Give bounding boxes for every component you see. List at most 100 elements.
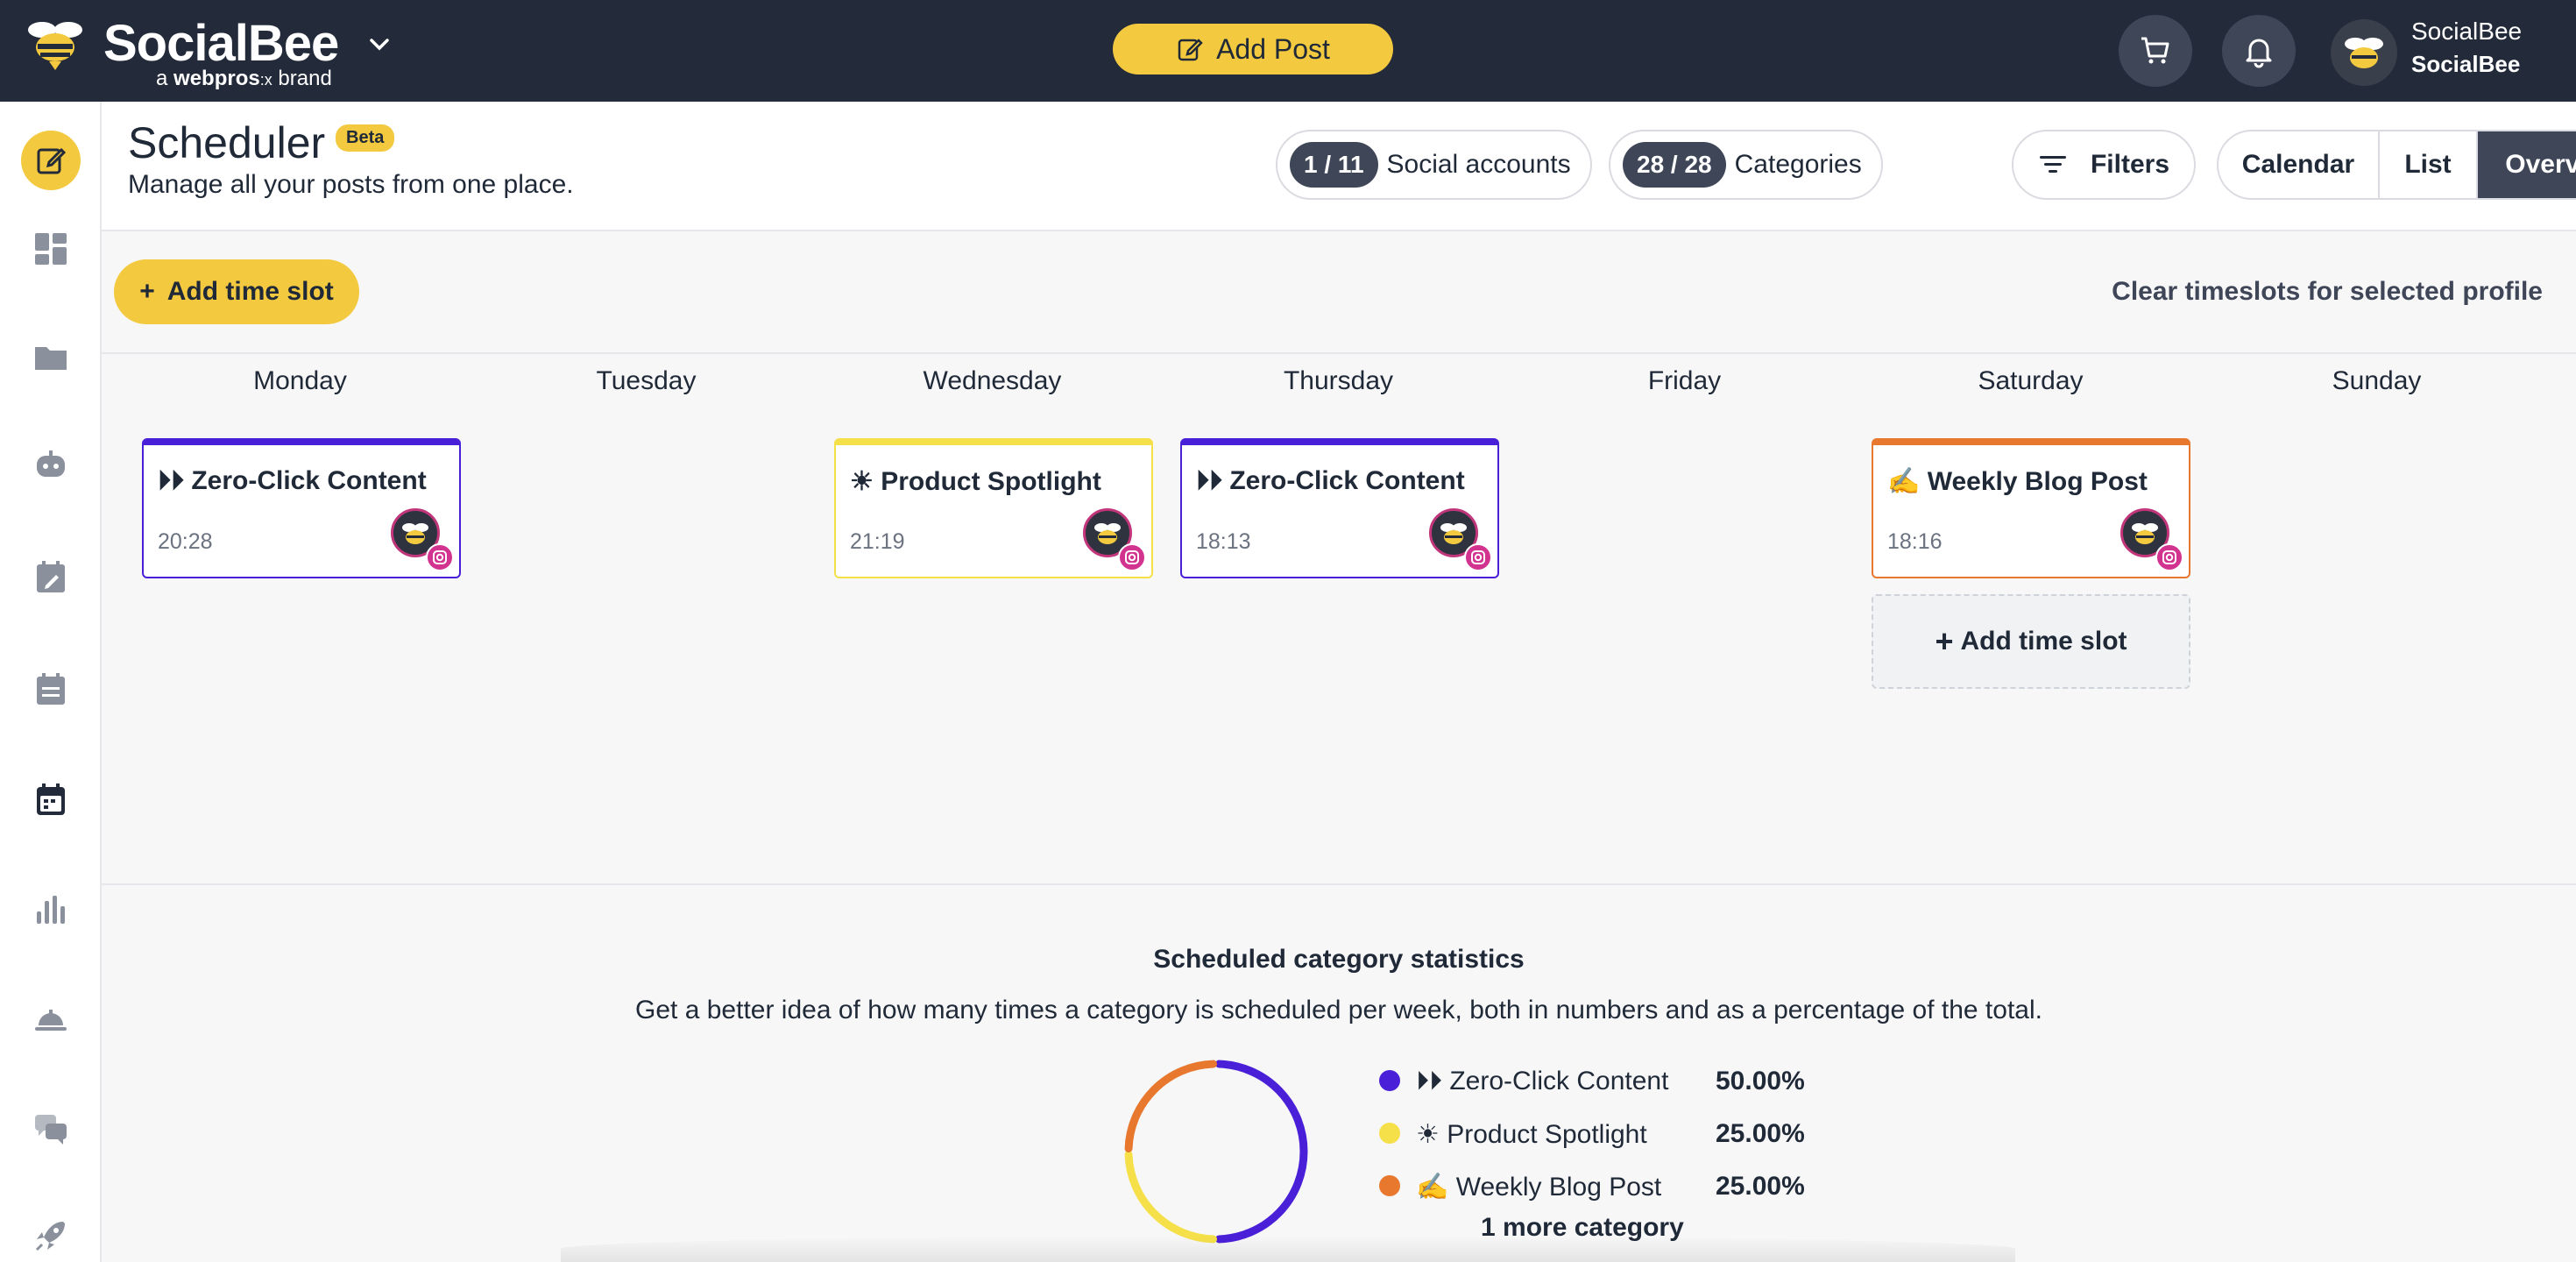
calendar-edit-icon [37, 561, 65, 592]
legend-item: ⏵⏵ Zero-Click Content 50.00% [1379, 1063, 1835, 1098]
cart-icon [2141, 37, 2169, 64]
tab-list[interactable]: List [2380, 131, 2478, 198]
instagram-icon [1118, 543, 1146, 571]
calendar-list-icon [37, 673, 65, 705]
filter-icon [2039, 156, 2066, 173]
chevron-down-icon[interactable] [366, 32, 393, 58]
time-slot-card[interactable]: ✍ Weekly Blog Post 18:16 [1872, 438, 2190, 578]
donut-slice [1124, 1060, 1218, 1153]
folder-icon [35, 347, 67, 370]
plus-icon: + [139, 277, 155, 306]
legend-value: 25.00% [1716, 1119, 1805, 1148]
brand-tagline-suffix: brand [278, 67, 332, 90]
divider [102, 883, 2576, 885]
brand-tagline-prefix: a [156, 67, 168, 90]
top-bar: SocialBee a webpros:x brand Add Post [0, 0, 2576, 102]
stats-description: Get a better idea of how many times a ca… [635, 996, 2042, 1024]
page-subtitle: Manage all your posts from one place. [128, 170, 574, 199]
profile-avatar [2120, 508, 2169, 557]
beta-badge: Beta [336, 124, 395, 152]
add-time-slot-button[interactable]: + Add time slot [114, 259, 359, 324]
add-post-label: Add Post [1216, 32, 1330, 65]
categories-selector[interactable]: 28 / 28 Categories [1609, 130, 1883, 200]
social-accounts-selector[interactable]: 1 / 11 Social accounts [1276, 130, 1592, 200]
time-slot-card[interactable]: ☀ Product Spotlight 21:19 [834, 438, 1153, 578]
bee-avatar-icon [402, 523, 428, 544]
day-header-friday: Friday [1647, 366, 1722, 395]
plus-icon: + [1935, 623, 1954, 659]
page-header: Scheduler Beta Manage all your posts fro… [102, 102, 2576, 231]
add-time-slot-label: Add time slot [166, 277, 334, 306]
time-slot-time: 18:16 [1887, 529, 1943, 554]
sidebar-item-concierge[interactable] [21, 989, 81, 1048]
bee-logo-icon [28, 22, 82, 70]
sidebar-item-dashboard[interactable] [21, 219, 81, 279]
filters-button[interactable]: Filters [2012, 130, 2196, 200]
sidebar-item-schedule-list[interactable] [21, 659, 81, 719]
sidebar-item-scheduler[interactable] [21, 769, 81, 829]
bee-avatar-icon [2132, 523, 2158, 544]
instagram-icon [426, 543, 454, 571]
social-accounts-count: 1 / 11 [1290, 142, 1378, 188]
add-post-button[interactable]: Add Post [1113, 24, 1393, 74]
donut-slice [1214, 1060, 1308, 1244]
divider [102, 352, 2576, 354]
day-header-saturday: Saturday [1978, 366, 2084, 395]
time-slot-category: ⏵⏵ Zero-Click Content [158, 466, 427, 495]
saturday-add-time-slot-button[interactable]: + Add time slot [1872, 594, 2190, 689]
scroll-shadow [561, 1236, 2015, 1262]
legend-value: 25.00% [1716, 1172, 1805, 1201]
analytics-icon [37, 896, 65, 924]
time-slot-category: ✍ Weekly Blog Post [1887, 467, 2148, 496]
day-header-sunday: Sunday [2332, 366, 2422, 395]
dashboard-icon [35, 233, 67, 265]
notifications-button[interactable] [2222, 15, 2296, 87]
categories-count: 28 / 28 [1623, 142, 1726, 188]
rocket-icon [35, 1222, 65, 1251]
profile-avatar [1429, 508, 1478, 557]
compose-icon [37, 147, 67, 174]
chat-icon [35, 1115, 67, 1145]
tab-calendar[interactable]: Calendar [2219, 131, 2380, 198]
more-categories-link[interactable]: 1 more category [1481, 1213, 1684, 1242]
legend-dot [1379, 1175, 1400, 1196]
avatar [2331, 19, 2397, 86]
sidebar-item-compose[interactable] [21, 131, 81, 190]
sidebar-item-analytics[interactable] [21, 880, 81, 939]
sidebar-item-planner[interactable] [21, 547, 81, 606]
view-switcher: Calendar List Overview [2217, 130, 2576, 200]
sidebar-item-copilot[interactable] [21, 436, 81, 496]
legend-dot [1379, 1070, 1400, 1091]
time-slot-card[interactable]: ⏵⏵ Zero-Click Content 20:28 [142, 438, 461, 578]
concierge-bell-icon [35, 1010, 67, 1031]
tab-overview[interactable]: Overview [2478, 131, 2576, 198]
add-time-slot-label: Add time slot [1960, 627, 2127, 656]
day-header-tuesday: Tuesday [596, 366, 697, 395]
sidebar-item-engage[interactable] [21, 1099, 81, 1159]
instagram-icon [1464, 543, 1492, 571]
bee-avatar-icon [2345, 38, 2383, 68]
calendar-icon [37, 783, 65, 815]
donut-slice [1124, 1150, 1218, 1244]
legend-dot [1379, 1123, 1400, 1144]
cart-button[interactable] [2119, 15, 2192, 87]
time-slot-card[interactable]: ⏵⏵ Zero-Click Content 18:13 [1180, 438, 1499, 578]
workspace-name: SocialBee [2411, 51, 2521, 77]
time-slot-time: 21:19 [850, 529, 905, 554]
edit-icon [1178, 39, 1203, 61]
brand-name: SocialBee [103, 15, 339, 72]
sidebar-item-onboarding[interactable] [21, 1206, 81, 1262]
sidebar [0, 102, 102, 1262]
page-title: Scheduler [128, 118, 326, 167]
category-donut-chart [1124, 1060, 1308, 1244]
sidebar-item-content-library[interactable] [21, 328, 81, 387]
day-header-wednesday: Wednesday [923, 366, 1062, 395]
filters-label: Filters [2090, 150, 2170, 179]
clear-timeslots-link[interactable]: Clear timeslots for selected profile [2112, 277, 2543, 306]
profile-avatar [391, 508, 440, 557]
user-menu[interactable]: SocialBee SocialBee [2331, 16, 2567, 86]
day-header-thursday: Thursday [1283, 366, 1394, 395]
time-slot-category: ⏵⏵ Zero-Click Content [1196, 466, 1465, 495]
legend-item: ✍ Weekly Blog Post 25.00% [1379, 1168, 1835, 1203]
legend-label: ⏵⏵ Zero-Click Content [1416, 1067, 1669, 1095]
